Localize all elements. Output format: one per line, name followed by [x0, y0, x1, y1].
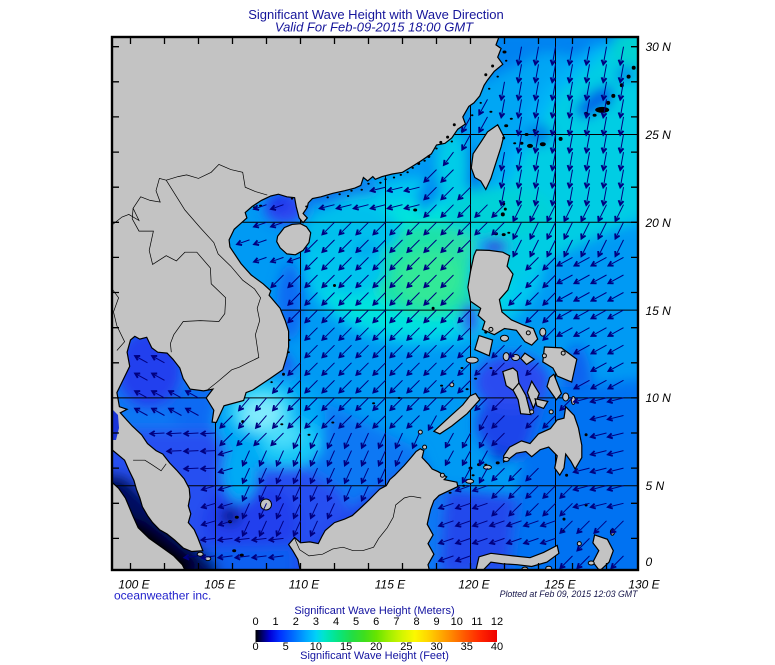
svg-text:5: 5	[283, 641, 289, 653]
svg-text:2: 2	[293, 616, 299, 628]
svg-text:30 N: 30 N	[646, 40, 672, 54]
svg-text:25: 25	[400, 641, 412, 653]
svg-text:3: 3	[313, 616, 319, 628]
svg-text:130 E: 130 E	[628, 578, 660, 592]
svg-text:20 N: 20 N	[645, 216, 672, 230]
svg-text:1: 1	[273, 616, 279, 628]
svg-text:7: 7	[393, 616, 399, 628]
svg-text:5: 5	[353, 616, 359, 628]
svg-text:Significant Wave Height (Feet): Significant Wave Height (Feet)	[300, 650, 449, 662]
svg-text:110 E: 110 E	[289, 578, 320, 592]
svg-text:25 N: 25 N	[645, 128, 672, 142]
svg-text:0: 0	[252, 641, 258, 653]
svg-text:115 E: 115 E	[375, 578, 406, 592]
svg-text:100 E: 100 E	[118, 578, 150, 592]
svg-text:Significant Wave Height (Meter: Significant Wave Height (Meters)	[294, 605, 454, 617]
svg-text:15: 15	[340, 641, 352, 653]
svg-text:120 E: 120 E	[458, 578, 490, 592]
svg-text:5 N: 5 N	[646, 479, 665, 493]
svg-text:4: 4	[333, 616, 339, 628]
svg-text:9: 9	[434, 616, 440, 628]
svg-text:10: 10	[451, 616, 463, 628]
svg-text:12: 12	[491, 616, 503, 628]
svg-text:0: 0	[252, 616, 258, 628]
svg-text:Significant Wave Height with W: Significant Wave Height with Wave Direct…	[248, 7, 504, 22]
svg-text:6: 6	[373, 616, 379, 628]
svg-text:40: 40	[491, 641, 503, 653]
svg-text:105 E: 105 E	[204, 578, 236, 592]
svg-text:0: 0	[646, 555, 653, 569]
svg-text:10: 10	[310, 641, 322, 653]
svg-text:15 N: 15 N	[646, 304, 672, 318]
svg-text:Valid For Feb-09-2015 18:00 GM: Valid For Feb-09-2015 18:00 GMT	[275, 20, 474, 35]
svg-text:30: 30	[430, 641, 442, 653]
svg-text:35: 35	[461, 641, 473, 653]
svg-text:125 E: 125 E	[544, 578, 576, 592]
svg-text:Plotted at Feb 09, 2015 12:03: Plotted at Feb 09, 2015 12:03 GMT	[500, 589, 639, 599]
svg-text:20: 20	[370, 641, 382, 653]
svg-text:8: 8	[413, 616, 419, 628]
svg-text:oceanweather inc.: oceanweather inc.	[114, 589, 211, 603]
svg-text:11: 11	[471, 616, 482, 628]
svg-text:10 N: 10 N	[646, 391, 672, 405]
